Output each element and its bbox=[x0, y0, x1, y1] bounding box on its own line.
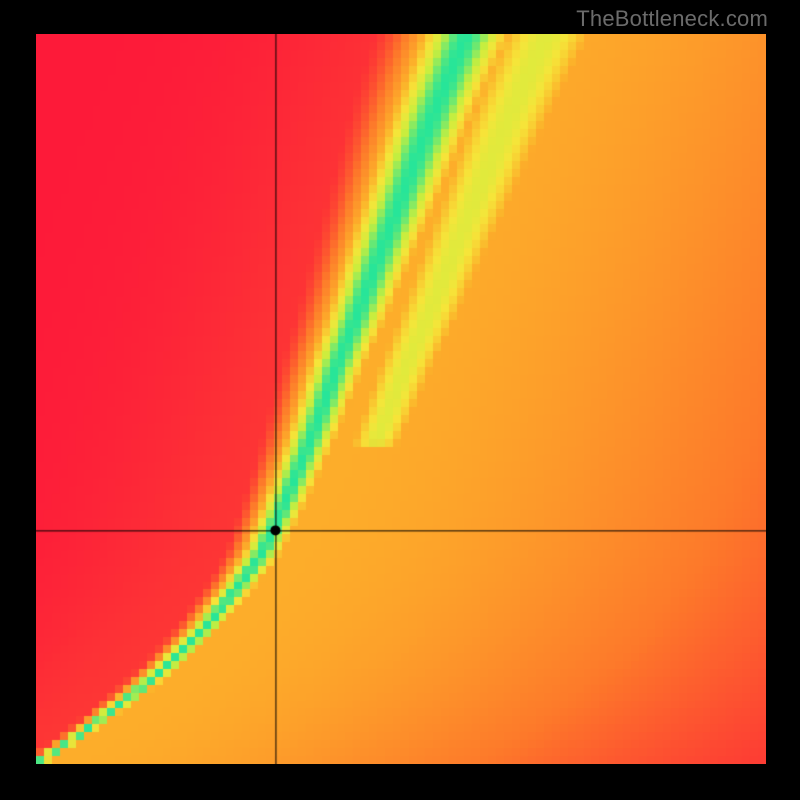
watermark-text: TheBottleneck.com bbox=[576, 6, 768, 32]
heatmap-canvas bbox=[36, 34, 766, 764]
chart-container: TheBottleneck.com bbox=[0, 0, 800, 800]
